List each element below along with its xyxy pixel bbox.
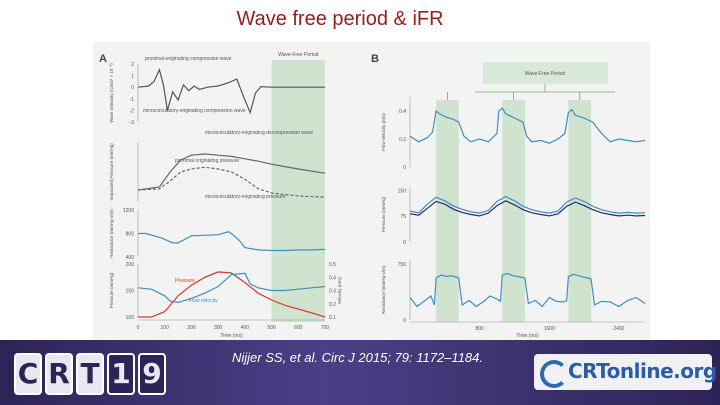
y-tick-label: 0.2 (399, 137, 406, 143)
figure: A Wave-Free Period Wave Intensity (Cm/s² ×… (93, 42, 650, 340)
y-tick-label: 0 (403, 318, 406, 324)
wave-free-band (271, 60, 325, 322)
series-line (409, 272, 646, 308)
y-tick-label: 2 (131, 62, 134, 68)
annotation: proximal-originating compression wave (145, 56, 232, 62)
y-tick-label: 1200 (123, 208, 134, 214)
x-tick-label: 800 (475, 326, 484, 332)
x-tick-label: 0 (137, 325, 140, 331)
series-line (137, 272, 326, 304)
axis-label: Velocity (m/s) (337, 277, 342, 305)
y2-tick-label: 0.5 (329, 262, 336, 268)
y-tick-label: 400 (126, 255, 135, 261)
series-line (138, 231, 326, 252)
x-axis-label: Time (ms) (516, 333, 539, 339)
wave-free-label: Wave-Free Period (278, 52, 319, 58)
x-tick-label: 100 (161, 325, 170, 331)
logo-letter: R (45, 353, 73, 395)
x-tick-label: 400 (241, 325, 250, 331)
y-tick-label: -2 (130, 108, 135, 114)
y-tick-label: 800 (126, 232, 135, 238)
logo-letter: C (14, 353, 42, 395)
figure-chart: A Wave-Free Period Wave Intensity (Cm/s² ×… (99, 52, 646, 339)
x-axis-label: Time (ms) (220, 333, 243, 339)
x-tick-label: 700 (321, 325, 330, 331)
axis-label: Pressure (mmHg) (109, 272, 114, 308)
y-tick-label: 0 (403, 240, 406, 246)
y-tick-label: -3 (130, 120, 135, 126)
x-tick-label: 2400 (613, 326, 624, 332)
wave-free-header-box (483, 62, 608, 84)
axis-label: Resistance (mmHg·s/m) (381, 265, 386, 314)
logo-letter: 1 (107, 353, 135, 395)
x-tick-label: 500 (267, 325, 276, 331)
y-tick-label: 1 (131, 74, 134, 80)
y-tick-label: 150 (398, 188, 407, 194)
series-line (409, 200, 646, 217)
series-line (409, 107, 646, 144)
legend-label: Flow velocity (189, 298, 218, 304)
y-tick-label: 75 (400, 214, 406, 220)
series-line (138, 271, 326, 318)
panel-label: B (371, 53, 379, 65)
y2-tick-label: 0.1 (329, 315, 336, 321)
wave-free-band (502, 100, 525, 322)
series-line (137, 153, 326, 191)
crtonline-c-icon (540, 360, 568, 388)
y2-tick-label: 0.3 (329, 289, 336, 295)
y-tick-label: 0 (403, 165, 406, 171)
axis-label: Separated Pressure (mmHg) (109, 143, 114, 201)
crtonline-logo[interactable]: CRTonline.org (534, 354, 717, 390)
x-tick-label: 600 (294, 325, 303, 331)
citation: Nijjer SS, et al. Circ J 2015; 79: 1172–… (232, 350, 483, 365)
y2-tick-label: 0.2 (329, 302, 336, 308)
annotation: proximal originating pressure (175, 158, 239, 164)
y-tick-label: 150 (126, 289, 135, 295)
annotation: microcirculatory-originating pressure (205, 194, 286, 200)
logo-letter: T (76, 353, 104, 395)
footer-bar: C R T 1 9 Nijjer SS, et al. Circ J 2015;… (0, 340, 720, 405)
series-line (137, 68, 325, 115)
wave-free-header-label: Wave-Free Period (525, 71, 566, 77)
y-tick-label: 0 (131, 85, 134, 91)
y-tick-label: 0.4 (399, 109, 406, 115)
y2-tick-label: 0.4 (329, 275, 336, 281)
x-tick-label: 1600 (544, 326, 555, 332)
crtonline-text: CRTonline.org (568, 359, 717, 383)
axis-label: Wave Intensity (Cm/s² × 10⁻³) (109, 63, 114, 123)
wave-free-band (436, 100, 459, 322)
wave-free-band (568, 100, 592, 322)
y-tick-label: 200 (126, 262, 135, 268)
y-tick-label: 100 (126, 315, 135, 321)
axis-label: Resistance (mmHg·s/m) (109, 209, 114, 258)
x-tick-label: 300 (214, 325, 223, 331)
panel-label: A (99, 53, 107, 65)
series-line (409, 195, 646, 214)
x-tick-label: 200 (187, 325, 196, 331)
logo-letter: 9 (138, 353, 166, 395)
series-line (137, 166, 326, 198)
legend-label: Pressure (175, 278, 195, 284)
slide-title: Wave free period & iFR (236, 8, 444, 30)
y-tick-label: -1 (130, 97, 135, 103)
y-tick-label: 750 (398, 262, 407, 268)
annotation: microcirculatory-originating compression… (143, 108, 246, 114)
axis-label: Pressure (mmHg) (381, 196, 386, 232)
axis-label: Flow Velocity (m/s) (381, 113, 386, 151)
annotation: microcirculatory-originating decompressi… (205, 130, 313, 136)
crt19-logo: C R T 1 9 (14, 353, 166, 395)
